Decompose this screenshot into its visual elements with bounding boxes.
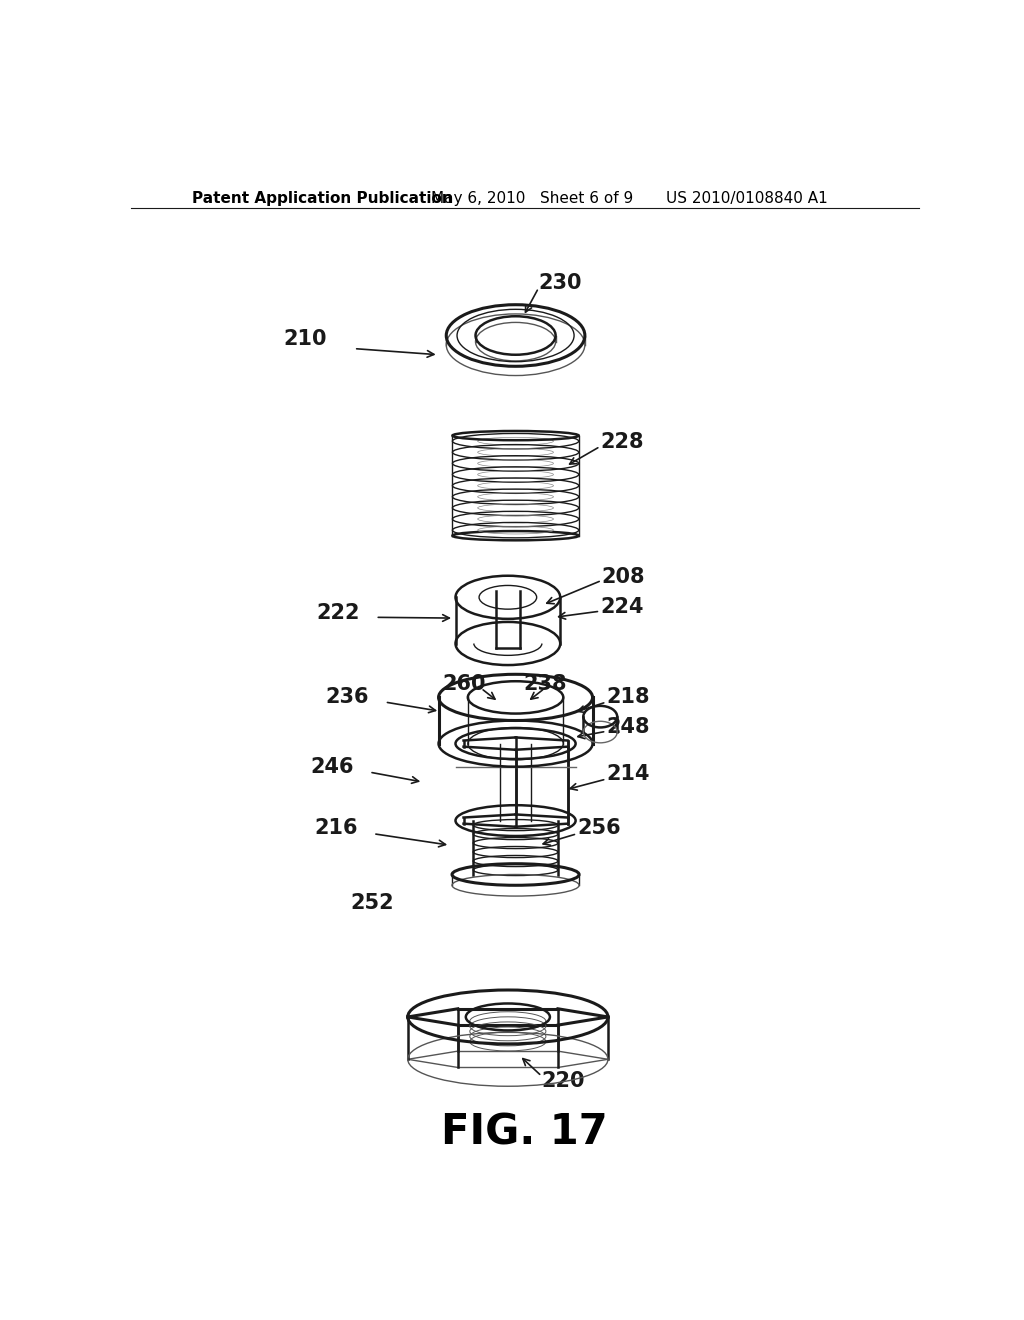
Text: 220: 220 [542, 1071, 586, 1090]
Text: 246: 246 [310, 756, 354, 776]
Text: 260: 260 [442, 673, 486, 693]
Text: 216: 216 [314, 818, 357, 838]
Text: 222: 222 [316, 603, 360, 623]
Text: 256: 256 [578, 818, 621, 838]
Text: 248: 248 [606, 717, 650, 737]
Text: US 2010/0108840 A1: US 2010/0108840 A1 [666, 191, 827, 206]
Text: 228: 228 [600, 432, 644, 451]
Text: 218: 218 [606, 688, 650, 708]
Text: 214: 214 [606, 764, 650, 784]
Text: 236: 236 [326, 688, 370, 708]
Text: FIG. 17: FIG. 17 [441, 1111, 608, 1154]
Text: 224: 224 [600, 598, 644, 618]
Text: 230: 230 [539, 273, 583, 293]
Text: 238: 238 [523, 673, 566, 693]
Text: Patent Application Publication: Patent Application Publication [193, 191, 453, 206]
Text: 252: 252 [350, 894, 393, 913]
Text: May 6, 2010   Sheet 6 of 9: May 6, 2010 Sheet 6 of 9 [431, 191, 633, 206]
Text: 208: 208 [602, 566, 645, 586]
Text: 210: 210 [284, 330, 327, 350]
